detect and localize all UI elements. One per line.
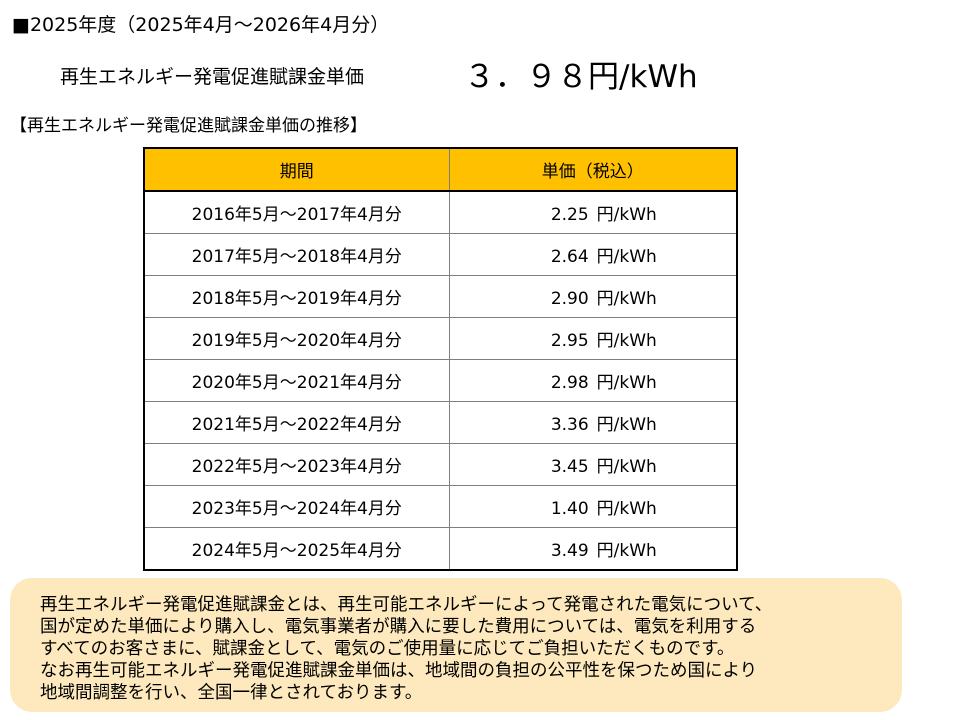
column-header-price: 単価（税込） [448, 147, 738, 192]
table-row: 2023年5月～2024年4月分 1.40 円/kWh [143, 485, 738, 528]
price-cell: 3.49 円/kWh [448, 527, 738, 571]
column-header-period: 期間 [143, 147, 450, 192]
note-line: なお再生可能エネルギー発電促進賦課金単価は、地域間の負担の公平性を保つため国によ… [40, 661, 758, 681]
fiscal-year-heading: ■2025年度（2025年4月～2026年4月分） [12, 14, 390, 36]
price-cell: 1.40 円/kWh [448, 485, 738, 528]
period-cell: 2016年5月～2017年4月分 [143, 190, 450, 234]
price-value: 2.25 [550, 205, 589, 225]
price-cell: 2.98 円/kWh [448, 359, 738, 402]
price-cell: 3.36 円/kWh [448, 401, 738, 444]
price-value: 2.95 [550, 331, 589, 351]
table-row: 2020年5月～2021年4月分 2.98 円/kWh [143, 359, 738, 402]
table-row: 2021年5月～2022年4月分 3.36 円/kWh [143, 401, 738, 444]
price-unit: 円/kWh [596, 373, 657, 393]
current-price-value: ３．９８円/kWh [464, 59, 698, 95]
price-value: 2.64 [550, 247, 589, 267]
note-line: 国が定めた単価により購入し、電気事業者が購入に要した費用については、電気を利用す… [40, 617, 757, 637]
price-history-table: 期間 単価（税込） 2016年5月～2017年4月分 2.25 円/kWh 201… [143, 147, 738, 571]
period-cell: 2019年5月～2020年4月分 [143, 317, 450, 360]
table-header-row: 期間 単価（税込） [143, 147, 738, 192]
current-price-label: 再生エネルギー発電促進賦課金単価 [60, 66, 365, 88]
price-unit: 円/kWh [596, 457, 657, 477]
period-cell: 2022年5月～2023年4月分 [143, 443, 450, 486]
period-cell: 2020年5月～2021年4月分 [143, 359, 450, 402]
price-value: 3.49 [550, 541, 589, 561]
price-unit: 円/kWh [596, 541, 657, 561]
price-unit: 円/kWh [596, 205, 657, 225]
period-cell: 2017年5月～2018年4月分 [143, 233, 450, 276]
note-line: すべてのお客さまに、賦課金として、電気のご使用量に応じてご負担いただくものです。 [40, 639, 735, 659]
period-cell: 2018年5月～2019年4月分 [143, 275, 450, 318]
table-row: 2018年5月～2019年4月分 2.90 円/kWh [143, 275, 738, 318]
note-line: 再生エネルギー発電促進賦課金とは、再生可能エネルギーによって発電された電気につい… [40, 595, 773, 615]
table-row: 2017年5月～2018年4月分 2.64 円/kWh [143, 233, 738, 276]
price-unit: 円/kWh [596, 289, 657, 309]
explanation-note-box: 再生エネルギー発電促進賦課金とは、再生可能エネルギーによって発電された電気につい… [10, 578, 902, 712]
period-cell: 2021年5月～2022年4月分 [143, 401, 450, 444]
table-row: 2024年5月～2025年4月分 3.49 円/kWh [143, 527, 738, 571]
price-value: 2.98 [550, 373, 589, 393]
price-value: 3.36 [550, 415, 589, 435]
period-cell: 2023年5月～2024年4月分 [143, 485, 450, 528]
note-line: 地域間調整を行い、全国一律とされております。 [40, 683, 423, 703]
period-cell: 2024年5月～2025年4月分 [143, 527, 450, 571]
table-row: 2016年5月～2017年4月分 2.25 円/kWh [143, 190, 738, 234]
price-cell: 2.64 円/kWh [448, 233, 738, 276]
price-unit: 円/kWh [596, 331, 657, 351]
table-row: 2022年5月～2023年4月分 3.45 円/kWh [143, 443, 738, 486]
history-title: 【再生エネルギー発電促進賦課金単価の推移】 [10, 116, 367, 136]
table-row: 2019年5月～2020年4月分 2.95 円/kWh [143, 317, 738, 360]
price-value: 1.40 [550, 499, 589, 519]
price-unit: 円/kWh [596, 247, 657, 267]
price-unit: 円/kWh [596, 499, 657, 519]
price-cell: 2.90 円/kWh [448, 275, 738, 318]
price-value: 2.90 [550, 289, 589, 309]
price-cell: 3.45 円/kWh [448, 443, 738, 486]
price-cell: 2.95 円/kWh [448, 317, 738, 360]
price-cell: 2.25 円/kWh [448, 190, 738, 234]
price-unit: 円/kWh [596, 415, 657, 435]
price-value: 3.45 [550, 457, 589, 477]
